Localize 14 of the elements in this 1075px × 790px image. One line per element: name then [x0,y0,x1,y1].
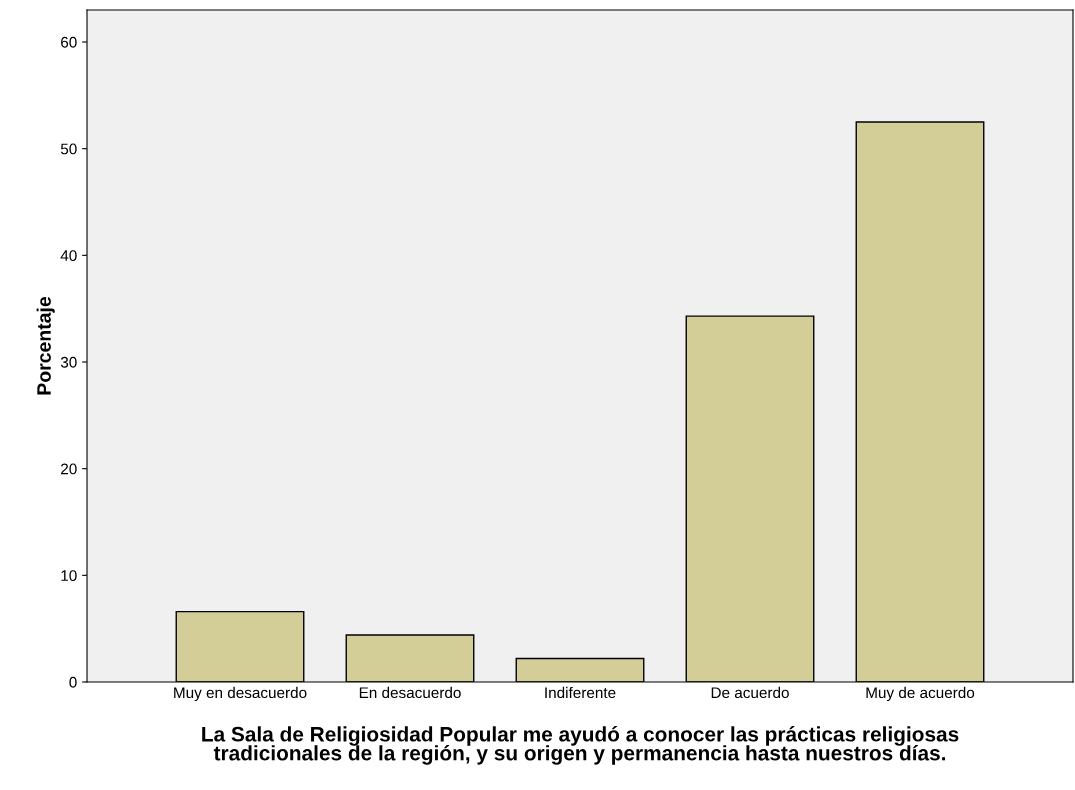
y-tick-label: 0 [69,676,77,688]
y-axis-title: Porcentaje [36,296,55,395]
y-tick-label: 40 [60,250,77,262]
x-tick-label: Muy en desacuerdo [174,686,307,702]
x-tick-label: De acuerdo [711,686,789,699]
x-tick-label: Muy de acuerdo [866,686,975,702]
x-tick-label: En desacuerdo [359,686,461,699]
y-tick-label: 60 [61,36,77,48]
y-tick-label: 20 [61,463,77,475]
x-tick-label: Indiferente [545,686,616,699]
y-tick-label: 50 [60,143,77,155]
y-tick-label: 10 [61,570,77,582]
y-tick-label: 30 [60,356,77,368]
x-axis-title: La Sala de Religiosidad Popular me ayudó a conocer las prácticas religiosas tradicionales de la región, y su origen y permanencia hasta nuestros días. [202,726,959,765]
